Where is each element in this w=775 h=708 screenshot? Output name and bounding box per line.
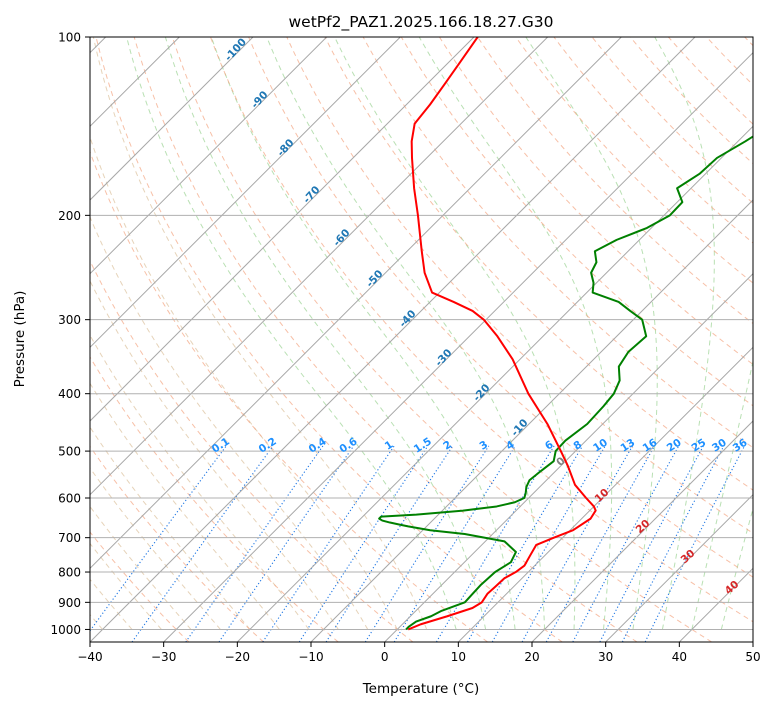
moist-adiabat-line [334, 37, 576, 630]
dry-adiabat-line [210, 37, 753, 623]
moist-adiabat-line [92, 37, 428, 630]
mixing-ratio-line [218, 445, 355, 642]
dry-adiabat-line [324, 37, 753, 491]
isotherm-line [90, 37, 475, 422]
mixing-ratio-line [185, 445, 324, 642]
x-axis-title: Temperature (°C) [362, 681, 480, 697]
dry-adiabat-line [248, 37, 753, 578]
chart-title: wetPf2_PAZ1.2025.166.18.27.G30 [289, 13, 554, 32]
x-tick-label: −40 [77, 650, 102, 664]
y-tick-label: 800 [58, 566, 81, 580]
isotherm-line [163, 51, 753, 642]
mixing-ratio-line [325, 445, 454, 642]
y-tick-label: 500 [58, 445, 81, 459]
x-tick-label: 50 [745, 650, 760, 664]
isotherm-line [384, 272, 753, 642]
moist-adiabat-line [691, 358, 753, 630]
temperature-line [407, 37, 597, 631]
dry-adiabat-line [439, 37, 753, 366]
moist-adiabats [90, 37, 753, 630]
moist-adiabat-line [90, 467, 221, 630]
mixing-ratio-line [644, 445, 746, 642]
x-tick-label: 40 [672, 650, 687, 664]
isotherm-line [457, 346, 753, 642]
moist-adiabat-line [90, 135, 398, 630]
moist-adiabat-line [266, 37, 546, 630]
mixing-ratio-line [467, 445, 584, 642]
dry-adiabat-line [133, 37, 638, 642]
x-tick-label: 0 [381, 650, 389, 664]
moist-adiabat-line [90, 215, 369, 630]
moist-adiabat-line [525, 37, 658, 630]
mixing-ratio-line [545, 445, 656, 642]
x-tick-label: 20 [524, 650, 539, 664]
dewpoint-line [378, 135, 753, 631]
isotherm-line [90, 37, 254, 201]
dry-adiabat-line [95, 37, 563, 642]
isotherm-line [605, 493, 753, 642]
mixing-ratio-lines [90, 445, 746, 642]
mixing-ratio-line [298, 445, 429, 642]
mixing-ratio-line [364, 445, 490, 642]
y-tick-label: 200 [58, 209, 81, 223]
moist-adiabat-line [90, 505, 192, 630]
moist-adiabat-line [90, 382, 280, 630]
y-axis: 100 200 300 400 500 600 700 800 900 1000 [50, 31, 90, 637]
profiles [378, 37, 753, 631]
moist-adiabat-line [654, 37, 715, 630]
x-tick-label: 30 [598, 650, 613, 664]
plot-area: 0.1 0.2 0.4 0.6 1 1.5 2 3 4 6 8 10 13 16 20 25 30 36-100-… [90, 37, 753, 642]
x-tick-label: −30 [151, 650, 176, 664]
dry-adiabat-line [90, 259, 414, 642]
isotherm-line [310, 199, 753, 642]
y-tick-label: 100 [58, 31, 81, 45]
y-tick-label: 900 [58, 596, 81, 610]
isotherm-line [90, 37, 549, 496]
isobars [90, 37, 753, 630]
dry-adiabat-line [286, 37, 753, 534]
mixing-ratio-line [521, 445, 633, 642]
isotherm-line [90, 37, 696, 642]
x-tick-label: 10 [451, 650, 466, 664]
isotherm-line [90, 37, 328, 275]
moist-adiabat-line [90, 542, 162, 630]
moist-adiabat-line [164, 37, 487, 630]
moist-adiabat-line [90, 578, 133, 630]
y-tick-label: 1000 [50, 623, 81, 637]
moist-adiabat-line [90, 426, 251, 630]
y-tick-label: 400 [58, 387, 81, 401]
x-tick-label: −10 [298, 650, 323, 664]
mixing-ratio-line [491, 445, 606, 642]
y-tick-label: 300 [58, 313, 81, 327]
plot-frame [89, 36, 754, 643]
isotherm-line [90, 37, 622, 570]
y-tick-label: 600 [58, 492, 81, 506]
moist-adiabat-line [418, 37, 613, 630]
dry-adiabat-line [400, 37, 753, 407]
y-tick-label: 700 [58, 531, 81, 545]
isotherms [90, 37, 753, 642]
dry-adiabat-line [90, 531, 190, 642]
x-tick-label: −20 [225, 650, 250, 664]
moist-adiabat-line [126, 37, 457, 630]
dry-adiabat-line [90, 356, 339, 642]
dry-adiabats [90, 37, 753, 642]
isotherm-line [531, 420, 753, 642]
x-axis: −40 −30 −20 −10 0 10 20 30 40 50 [77, 642, 761, 664]
mixing-ratio-line [262, 445, 395, 642]
isotherm-line [90, 37, 401, 349]
isotherm-line [236, 125, 753, 642]
y-axis-title: Pressure (hPa) [12, 291, 28, 388]
